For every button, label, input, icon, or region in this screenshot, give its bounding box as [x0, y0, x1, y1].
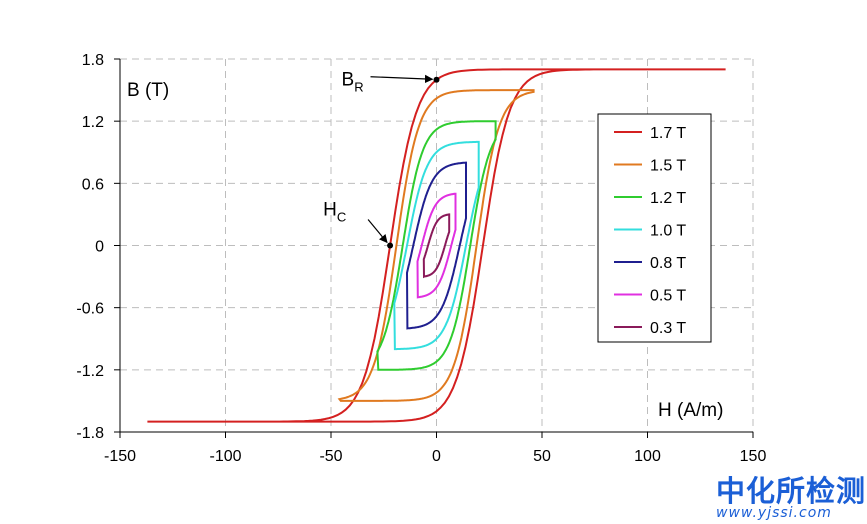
hysteresis-loops: [147, 68, 726, 423]
loop-0-3-t: [422, 213, 451, 279]
y-tick-label-4: -0.6: [76, 301, 104, 318]
loop-1-2-t: [376, 120, 497, 371]
y-tick-label-6: -1.8: [76, 425, 104, 442]
legend-label-3: 1.0 T: [650, 223, 686, 240]
legend-label-6: 0.3 T: [650, 320, 686, 337]
watermark-url: www.yjssi.com: [716, 505, 832, 521]
legend-label-4: 0.8 T: [650, 255, 686, 272]
y-tick-label-0: 1.8: [82, 52, 104, 69]
hc-point: [387, 242, 394, 249]
x-tick-label-4: 50: [533, 448, 551, 465]
y-tick-label-3: 0: [95, 239, 104, 256]
loop-1-7-t: [147, 68, 726, 423]
legend-label-0: 1.7 T: [650, 125, 686, 142]
legend-box: [597, 113, 712, 343]
br-arrow: [370, 74, 434, 84]
hc-label: HC: [323, 200, 346, 225]
x-tick-label-5: 100: [634, 448, 661, 465]
legend: 1.7 T 1.5 T 1.2 T 1.0 T 0.8 T 0.5 T 0.3 T: [597, 113, 712, 343]
y-tick-label-2: 0.6: [82, 176, 104, 193]
br-label: BR: [342, 70, 364, 95]
watermark-text: 中化所检测: [716, 474, 867, 508]
legend-label-5: 0.5 T: [650, 288, 686, 305]
tick-labels: -150 -100 -50 0 50 100 150 1.8 1.2 0.6 0 -0.6 -1.2 -1…: [76, 52, 766, 465]
hc-arrow: [367, 219, 388, 244]
legend-label-2: 1.2 T: [650, 190, 686, 207]
y-tick-label-5: -1.2: [76, 363, 104, 380]
y-tick-label-1: 1.2: [82, 114, 104, 131]
x-tick-label-3: 0: [432, 448, 441, 465]
x-axis-label: H (A/m): [658, 400, 723, 421]
annotations: BR HC: [323, 70, 440, 249]
x-tick-label-2: -50: [319, 448, 342, 465]
x-tick-label-6: 150: [740, 448, 767, 465]
y-axis-label: B (T): [127, 80, 169, 101]
loop-0-8-t: [405, 161, 467, 330]
x-tick-label-1: -100: [209, 448, 241, 465]
legend-label-1: 1.5 T: [650, 158, 686, 175]
x-tick-label-0: -150: [104, 448, 136, 465]
loop-0-5-t: [416, 192, 457, 299]
loop-1-5-t: [337, 89, 535, 402]
br-point: [433, 76, 440, 83]
loop-1-0-t: [393, 140, 480, 351]
